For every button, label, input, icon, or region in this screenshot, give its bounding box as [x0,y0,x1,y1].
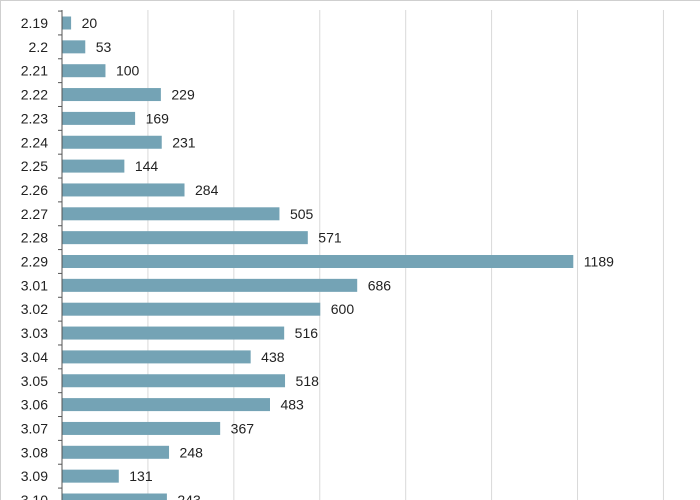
value-label: 243 [177,492,201,500]
value-label: 229 [171,87,195,103]
category-label: 2.25 [21,158,48,174]
bar [62,469,119,483]
bar [62,64,106,78]
bar [62,350,251,364]
category-label: 3.08 [21,444,48,460]
category-label: 2.24 [21,134,48,150]
value-label: 53 [96,39,112,55]
value-label: 131 [129,468,153,484]
value-label: 600 [331,301,355,317]
category-label: 2.28 [21,230,48,246]
bar [62,326,285,340]
category-label: 3.10 [21,492,48,500]
bar [62,493,167,500]
category-label: 2.19 [21,15,48,31]
category-label: 2.2 [29,39,49,55]
bar [62,231,308,245]
category-label: 2.21 [21,63,48,79]
category-label: 3.02 [21,301,48,317]
bar [62,421,221,435]
bar [62,111,136,125]
bar [62,88,161,102]
bar [62,135,162,149]
category-label: 2.26 [21,182,48,198]
value-label: 571 [318,230,342,246]
value-label: 144 [135,158,159,174]
category-label: 3.01 [21,277,48,293]
value-label: 367 [231,420,255,436]
bar [62,16,72,30]
value-label: 518 [296,373,320,389]
bar [62,207,280,221]
bars [62,16,574,500]
bar [62,255,574,268]
bar [62,40,86,54]
bar [62,374,286,388]
bar [62,183,185,197]
value-label: 438 [261,349,285,365]
value-label: 284 [195,182,219,198]
value-label: 505 [290,206,314,222]
category-label: 3.07 [21,420,48,436]
category-label: 3.04 [21,349,48,365]
category-label: 2.27 [21,206,48,222]
value-label: 248 [180,444,204,460]
bar [62,302,321,316]
category-label: 3.09 [21,468,48,484]
category-label: 3.06 [21,397,48,413]
category-label: 2.29 [21,254,48,270]
bar [62,445,170,459]
value-label: 1189 [584,254,614,270]
category-tick-labels: 2.19 2.2 2.21 2.22 2.23 2.24 2.25 2.26 2.27 2.28 2… [21,10,62,500]
bar [62,278,358,292]
value-label: 483 [280,397,304,413]
value-label: 686 [368,277,392,293]
category-label: 2.23 [21,110,48,126]
category-label: 2.22 [21,87,48,103]
value-label: 516 [295,325,319,341]
category-label: 3.03 [21,325,48,341]
value-label: 20 [82,15,98,31]
value-label: 100 [116,63,140,79]
bar [62,398,270,412]
value-label: 169 [146,110,170,126]
bar [62,159,125,173]
value-label: 231 [172,134,196,150]
category-label: 3.05 [21,373,48,389]
